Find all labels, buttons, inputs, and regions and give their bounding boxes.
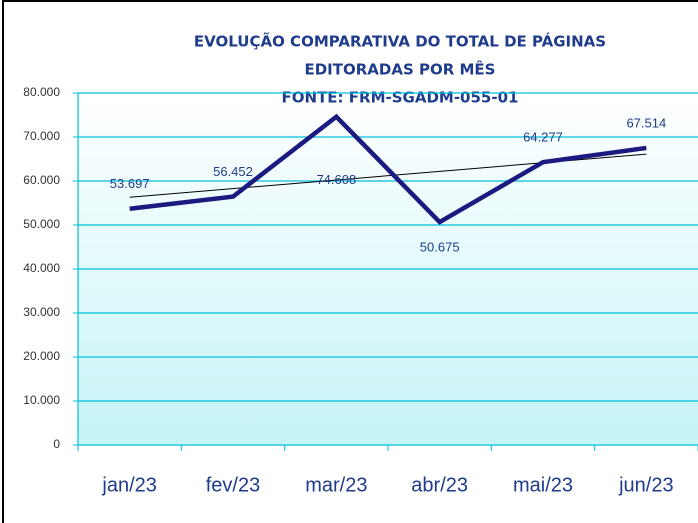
data-label: 67.514 [626,115,666,130]
y-tick-label: 0 [53,437,60,451]
y-tick-label: 70.000 [23,129,60,143]
x-tick-label: mar/23 [305,474,367,496]
data-label: 56.452 [213,164,253,179]
chart-title: EDITORADAS POR MÊS [304,60,495,79]
y-tick-label: 20.000 [23,349,60,363]
y-tick-label: 50.000 [23,217,60,231]
chart-title: EVOLUÇÃO COMPARATIVA DO TOTAL DE PÁGINAS [194,32,606,51]
y-tick-label: 80.000 [23,85,60,99]
x-tick-label: jan/23 [101,474,157,496]
x-tick-label: mai/23 [513,474,573,496]
y-tick-label: 30.000 [23,305,60,319]
data-label: 64.277 [523,130,563,145]
x-tick-label: fev/23 [206,474,260,496]
y-tick-label: 40.000 [23,261,60,275]
y-tick-label: 60.000 [23,173,60,187]
line-series [129,113,647,225]
x-tick-label: jun/23 [618,474,674,496]
x-tick-label: abr/23 [411,474,468,496]
data-label: 50.675 [420,239,460,254]
y-tick-label: 10.000 [23,393,60,407]
chart-title: FONTE: FRM-SGADM-055-01 [282,89,519,107]
data-label: 74.608 [316,172,356,187]
data-label: 53.697 [110,176,150,191]
